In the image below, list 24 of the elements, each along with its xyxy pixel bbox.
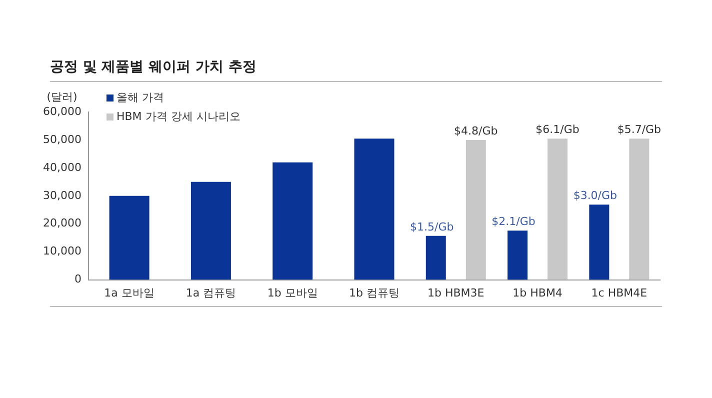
y-axis-title: (달러) [46, 90, 78, 104]
x-tick-label: 1c HBM4E [591, 286, 648, 300]
x-tick-label: 1b 컴퓨팅 [349, 286, 400, 300]
y-tick-label: 20,000 [42, 216, 82, 230]
y-tick-label: 10,000 [42, 244, 82, 258]
annotation: $1.5/Gb [410, 220, 454, 234]
y-tick-label: 50,000 [42, 132, 82, 146]
annotation: $3.0/Gb [573, 188, 618, 202]
y-tick-label: 0 [74, 272, 82, 286]
chart-title: 공정 및 제품별 웨이퍼 가치 추정 [50, 58, 662, 82]
x-tick-label: 1b HBM4 [512, 286, 562, 300]
y-tick-label: 30,000 [42, 188, 82, 202]
annotation: $6.1/Gb [536, 122, 580, 136]
x-tick-label: 1b HBM3E [428, 286, 484, 300]
x-tick-label: 1a 모바일 [104, 286, 154, 300]
x-tick-label: 1a 컴퓨팅 [186, 286, 236, 300]
annotation: $2.1/Gb [492, 214, 536, 228]
annotation: $5.7/Gb [617, 122, 662, 136]
legend-label: HBM 가격 강세 시나리오 [116, 110, 240, 123]
y-tick-label: 60,000 [42, 104, 82, 118]
y-tick-label: 40,000 [42, 160, 82, 174]
legend-label: 올해 가격 [116, 90, 164, 104]
annotation: $4.8/Gb [454, 124, 498, 138]
x-tick-label: 1b 모바일 [267, 286, 318, 300]
